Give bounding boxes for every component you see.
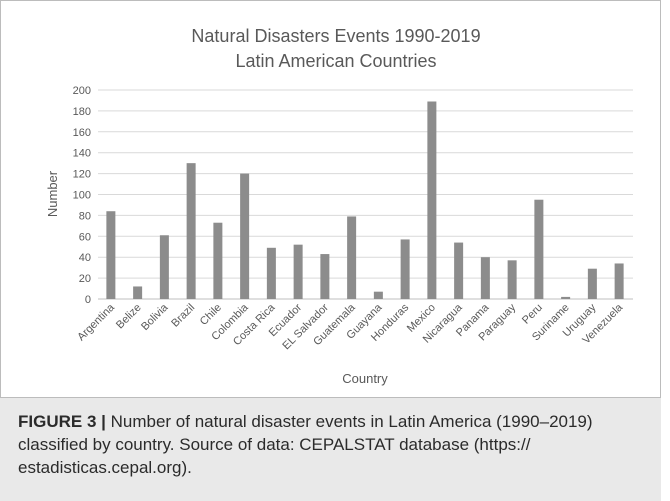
y-tick-label: 0 <box>85 294 91 306</box>
x-tick-label: Bolivia <box>139 301 171 333</box>
bar-costa-rica <box>266 247 276 299</box>
caption-label: FIGURE 3 | <box>18 412 106 431</box>
y-axis-label: Number <box>45 170 60 217</box>
y-tick-label: 120 <box>73 169 91 181</box>
bar-bolivia <box>159 235 169 299</box>
bar-guayana <box>373 291 383 299</box>
y-tick-label: 60 <box>79 231 91 243</box>
bar-paraguay <box>507 260 517 299</box>
x-tick-label: Argentina <box>75 301 117 343</box>
figure-caption: FIGURE 3 | Number of natural disaster ev… <box>0 398 661 501</box>
chart-title-line1: Natural Disasters Events 1990-2019 <box>191 26 480 46</box>
y-tick-label: 100 <box>73 190 91 202</box>
bar-peru <box>534 199 544 299</box>
bar-honduras <box>400 239 410 299</box>
bar-el-salvador <box>320 254 330 299</box>
bar-belize <box>133 286 143 299</box>
bar-argentina <box>106 211 116 299</box>
bar-suriname <box>561 296 571 299</box>
bar-colombia <box>240 173 250 299</box>
gridlines <box>98 89 633 300</box>
bar-nicaragua <box>454 242 464 299</box>
bar-guatemala <box>347 216 357 299</box>
x-axis-label: Country <box>342 371 388 386</box>
y-tick-label: 80 <box>79 210 91 222</box>
bar-mexico <box>427 101 437 300</box>
bar-chart: 0 20 40 60 80 100 120 140 160 180 200 ArgentinaBel… <box>45 26 633 386</box>
x-tick-label: Brazil <box>169 302 197 330</box>
bar-uruguay <box>587 268 597 299</box>
y-tick-label: 200 <box>73 85 91 97</box>
y-tick-label: 180 <box>73 106 91 118</box>
bars <box>106 101 624 300</box>
bar-panama <box>480 257 490 299</box>
chart-title-line2: Latin American Countries <box>235 51 436 71</box>
y-tick-label: 140 <box>73 148 91 160</box>
y-tick-labels: 0 20 40 60 80 100 120 140 160 180 200 <box>73 85 91 306</box>
chart-area: 0 20 40 60 80 100 120 140 160 180 200 Argentina Bel… <box>0 0 661 398</box>
bar-brazil <box>186 163 196 299</box>
bar-chile <box>213 222 223 299</box>
bar-ecuador <box>293 244 303 299</box>
bar-venezuela <box>614 263 624 299</box>
y-tick-label: 160 <box>73 127 91 139</box>
y-tick-label: 40 <box>79 252 91 264</box>
x-tick-label: Belize <box>114 302 144 332</box>
y-tick-label: 20 <box>79 273 91 285</box>
caption-text: Number of natural disaster events in Lat… <box>18 412 593 477</box>
